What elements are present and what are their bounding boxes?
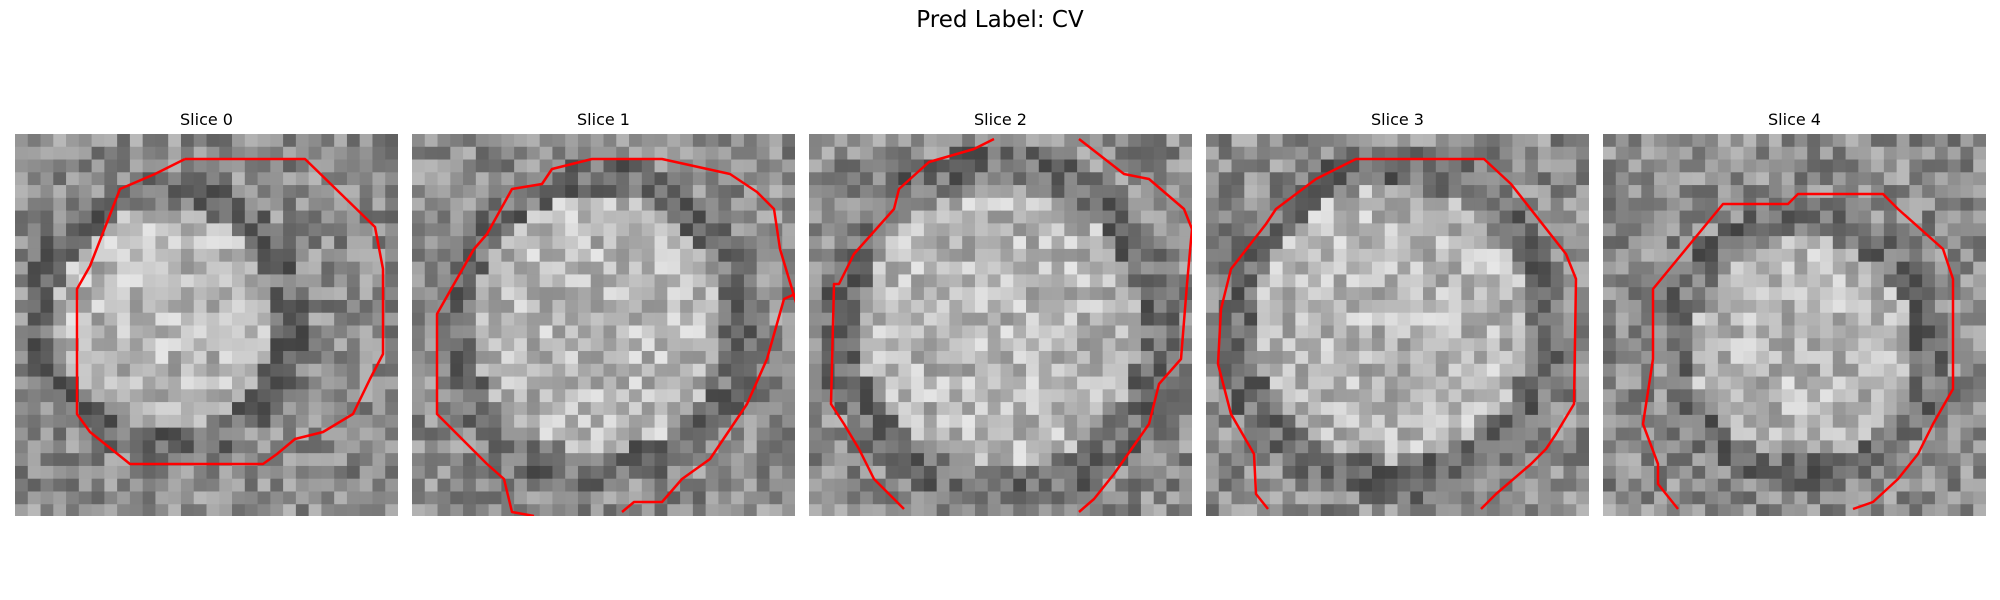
slice-image-0 xyxy=(15,134,398,516)
segmentation-contour xyxy=(435,157,795,516)
mri-slice-pixels xyxy=(15,134,398,516)
segmentation-contour xyxy=(621,292,795,513)
slice-panel-3 xyxy=(1206,134,1589,516)
mri-slice-pixels xyxy=(809,134,1192,516)
slice-image-2 xyxy=(809,134,1192,516)
segmentation-contour xyxy=(1641,192,1955,511)
panel-title-slice-4: Slice 4 xyxy=(1768,110,1821,129)
mri-slice-pixels xyxy=(1603,134,1986,516)
panel-title-slice-1: Slice 1 xyxy=(577,110,630,129)
slice-image-3 xyxy=(1206,134,1589,516)
slice-panel-2 xyxy=(809,134,1192,516)
panel-title-slice-0: Slice 0 xyxy=(180,110,233,129)
segmentation-contour xyxy=(1078,138,1192,513)
slice-panel-4 xyxy=(1603,134,1986,516)
segmentation-contour xyxy=(75,157,385,466)
panel-title-slice-3: Slice 3 xyxy=(1371,110,1424,129)
panel-title-slice-2: Slice 2 xyxy=(974,110,1027,129)
segmentation-contour xyxy=(1216,157,1578,510)
slice-panel-0 xyxy=(15,134,398,516)
slice-image-1 xyxy=(412,134,795,516)
segmentation-contour xyxy=(829,137,995,510)
figure-title: Pred Label: CV xyxy=(916,7,1084,33)
slice-panel-1 xyxy=(412,134,795,516)
mri-slice-pixels xyxy=(1206,134,1589,516)
mri-slice-pixels xyxy=(412,134,795,516)
slice-image-4 xyxy=(1603,134,1986,516)
